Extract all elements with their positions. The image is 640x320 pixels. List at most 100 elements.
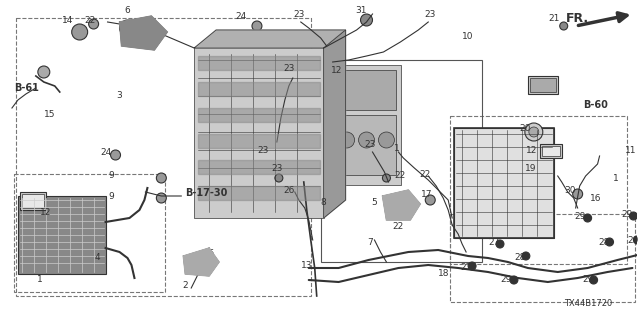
Polygon shape xyxy=(198,160,320,174)
Polygon shape xyxy=(183,248,219,276)
Bar xyxy=(450,116,627,264)
Circle shape xyxy=(38,66,50,78)
Circle shape xyxy=(584,214,591,222)
Text: 23: 23 xyxy=(424,10,436,19)
Text: 23: 23 xyxy=(293,10,305,19)
Text: 30: 30 xyxy=(564,186,575,195)
Bar xyxy=(530,78,556,92)
Text: 19: 19 xyxy=(525,164,536,172)
Text: B-60: B-60 xyxy=(582,100,607,110)
Polygon shape xyxy=(120,16,167,50)
Polygon shape xyxy=(383,190,420,220)
Text: 28: 28 xyxy=(598,237,609,246)
Circle shape xyxy=(339,132,355,148)
Circle shape xyxy=(630,212,637,220)
Polygon shape xyxy=(198,108,320,122)
Circle shape xyxy=(573,189,582,199)
Text: 29: 29 xyxy=(582,276,593,284)
Text: 27: 27 xyxy=(460,263,472,273)
Circle shape xyxy=(156,193,166,203)
Text: 9: 9 xyxy=(109,191,115,201)
Bar xyxy=(450,214,636,302)
Circle shape xyxy=(111,150,120,160)
Text: 28: 28 xyxy=(514,253,525,262)
Bar xyxy=(454,128,554,238)
Bar xyxy=(321,60,482,262)
Circle shape xyxy=(529,127,539,137)
Text: 10: 10 xyxy=(462,31,474,41)
Circle shape xyxy=(525,123,543,141)
Text: 29: 29 xyxy=(622,210,633,219)
Text: 6: 6 xyxy=(125,5,131,14)
Text: 22: 22 xyxy=(420,170,431,179)
Bar xyxy=(194,48,324,218)
Polygon shape xyxy=(198,134,320,148)
Text: 23: 23 xyxy=(283,63,294,73)
Circle shape xyxy=(425,195,435,205)
Text: 22: 22 xyxy=(395,171,406,180)
Circle shape xyxy=(120,20,136,36)
Text: 20: 20 xyxy=(519,124,531,132)
Text: TX44B1720: TX44B1720 xyxy=(564,299,612,308)
Circle shape xyxy=(252,21,262,31)
Text: 13: 13 xyxy=(301,261,312,270)
Bar xyxy=(332,115,396,175)
Text: 11: 11 xyxy=(625,146,636,155)
Text: 22: 22 xyxy=(84,15,95,25)
Bar xyxy=(16,18,311,296)
Polygon shape xyxy=(198,56,320,70)
Bar xyxy=(332,70,396,110)
Text: 25: 25 xyxy=(204,250,215,259)
Text: 1: 1 xyxy=(394,143,399,153)
Circle shape xyxy=(378,132,394,148)
Circle shape xyxy=(634,236,640,244)
Text: 9: 9 xyxy=(109,171,115,180)
Circle shape xyxy=(496,240,504,248)
Text: 14: 14 xyxy=(62,15,74,25)
Polygon shape xyxy=(324,30,346,218)
Text: 17: 17 xyxy=(420,189,432,198)
Text: 31: 31 xyxy=(355,5,366,14)
Circle shape xyxy=(589,276,598,284)
Circle shape xyxy=(398,200,406,208)
Text: 2: 2 xyxy=(182,282,188,291)
Circle shape xyxy=(89,19,99,29)
Bar xyxy=(326,65,401,185)
Text: 1: 1 xyxy=(37,276,43,284)
Circle shape xyxy=(522,252,530,260)
Polygon shape xyxy=(198,186,320,200)
Text: 24: 24 xyxy=(236,12,246,20)
Text: 7: 7 xyxy=(367,237,373,246)
Text: 24: 24 xyxy=(100,148,111,156)
Text: 15: 15 xyxy=(44,109,56,118)
Text: 16: 16 xyxy=(590,194,602,203)
Bar xyxy=(540,144,562,158)
Text: 12: 12 xyxy=(526,146,538,155)
Circle shape xyxy=(605,238,614,246)
Circle shape xyxy=(358,132,374,148)
Text: FR.: FR. xyxy=(566,12,589,25)
Circle shape xyxy=(510,276,518,284)
Circle shape xyxy=(560,22,568,30)
Text: 29: 29 xyxy=(574,212,586,220)
Polygon shape xyxy=(194,30,346,48)
Bar xyxy=(542,146,560,156)
Circle shape xyxy=(383,174,390,182)
Text: 12: 12 xyxy=(331,66,342,75)
Circle shape xyxy=(360,14,372,26)
Bar xyxy=(528,76,557,94)
Text: 21: 21 xyxy=(548,13,559,22)
Circle shape xyxy=(156,173,166,183)
Bar xyxy=(22,194,44,208)
Text: 18: 18 xyxy=(438,269,450,278)
Text: 23: 23 xyxy=(271,164,283,172)
Text: 27: 27 xyxy=(488,237,500,246)
Text: 12: 12 xyxy=(40,207,51,217)
Text: 29: 29 xyxy=(500,276,511,284)
Text: 22: 22 xyxy=(393,221,404,230)
Text: 5: 5 xyxy=(372,197,378,206)
Text: 8: 8 xyxy=(321,197,326,206)
Text: B-17-30: B-17-30 xyxy=(185,188,228,198)
Polygon shape xyxy=(198,82,320,96)
Bar xyxy=(14,174,165,292)
